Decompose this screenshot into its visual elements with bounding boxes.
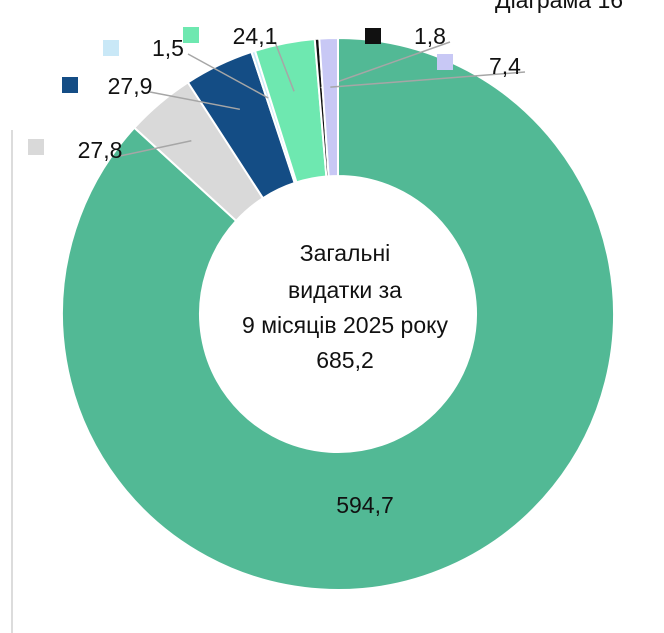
legend-swatch [365,28,381,44]
value-label: 24,1 [233,23,278,49]
legend-swatch [62,77,78,93]
leader-line [149,91,241,111]
center-text: 9 місяців 2025 року [242,312,448,338]
donut-slice [318,36,339,178]
leader-line [274,41,295,92]
center-text: видатки за [288,277,402,303]
value-label: 1,5 [152,35,184,61]
value-label: 594,7 [336,492,394,518]
legend-swatch [28,139,44,155]
leader-line [330,71,526,88]
donut-slice [61,36,615,591]
value-label: 27,9 [108,73,153,99]
legend-swatch [103,40,119,56]
leader-line [187,53,269,99]
legend-swatch [437,54,453,70]
center-text: Загальні [300,240,391,266]
leader-line [320,41,451,89]
value-label: 1,8 [414,23,446,49]
center-text: 685,2 [316,347,374,373]
chart-title: Діаграма 16 [495,0,623,13]
value-label: 27,8 [78,137,123,163]
value-label: 7,4 [489,53,521,79]
legend-swatch [183,27,199,43]
leader-line [119,140,192,157]
